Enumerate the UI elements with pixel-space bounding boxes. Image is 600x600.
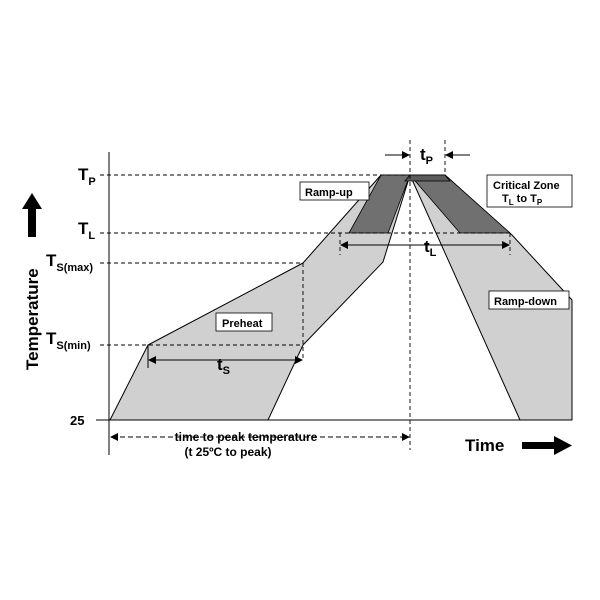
svg-text:Ramp-up: Ramp-up [305,187,353,199]
x-axis-title: Time [465,436,504,455]
ts-dimension [147,345,303,368]
y-axis-arrow-icon [22,193,42,237]
tl-duration-label: tL [424,237,437,259]
svg-text:Critical Zone: Critical Zone [493,180,560,192]
ts-duration-label: tS [217,355,230,377]
time-to-peak-label: time to peak temperature [175,430,318,444]
tp-dimension [385,151,470,159]
ramp-down-label-box: Ramp-down [488,290,570,310]
ramp-up-label-box: Ramp-up [299,181,370,201]
critical-zone-label-box: Critical Zone TL to TP [486,174,573,208]
tl-label: TL [78,219,95,242]
y-axis-title: Temperature [23,268,42,370]
tsmin-label: TS(min) [46,329,91,352]
time-to-peak-sublabel: (t 25ºC to peak) [184,445,271,459]
tl-dimension [340,241,510,249]
tp-label: TP [78,165,96,188]
ambient-label: 25 [70,413,84,428]
tp-duration-label: tP [420,145,433,167]
svg-text:Ramp-down: Ramp-down [494,296,557,308]
svg-text:Preheat: Preheat [222,318,263,330]
preheat-label-box: Preheat [215,312,273,332]
tsmax-label: TS(max) [46,251,93,274]
svg-text:TL to TP: TL to TP [502,193,543,207]
time-to-peak-dimension [110,433,410,441]
peak-plateau [404,174,451,182]
x-axis-arrow-icon [522,436,572,455]
